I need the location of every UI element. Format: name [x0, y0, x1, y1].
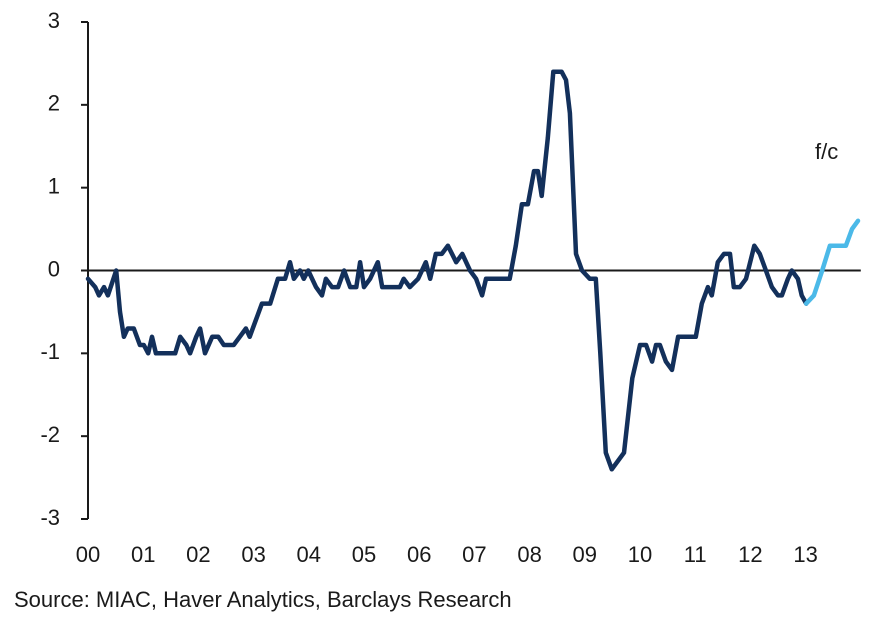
y-tick-label: 0	[48, 256, 60, 281]
x-tick-label: 05	[352, 542, 376, 567]
x-tick-label: 12	[738, 542, 762, 567]
series-line	[803, 218, 861, 306]
x-tick-label: 07	[462, 542, 486, 567]
x-tick-label: 09	[573, 542, 597, 567]
x-tick-label: 10	[628, 542, 652, 567]
y-tick-label: -2	[40, 422, 60, 447]
x-tick-label: 02	[186, 542, 210, 567]
y-tick-label: 2	[48, 91, 60, 116]
x-tick-label: 06	[407, 542, 431, 567]
x-tick-label: 08	[517, 542, 541, 567]
y-tick-label: -3	[40, 505, 60, 530]
y-tick-label: -1	[40, 339, 60, 364]
x-tick-label: 01	[131, 542, 155, 567]
y-tick-label: 1	[48, 173, 60, 198]
forecast-annotation: f/c	[815, 139, 838, 164]
y-tick-label: 3	[48, 8, 60, 33]
x-tick-label: 04	[297, 542, 321, 567]
source-note: Source: MIAC, Haver Analytics, Barclays …	[14, 587, 512, 612]
x-tick-label: 00	[76, 542, 100, 567]
series-line	[85, 69, 809, 472]
x-tick-label: 03	[241, 542, 265, 567]
x-tick-label: 13	[793, 542, 817, 567]
x-tick-label: 11	[684, 542, 707, 567]
